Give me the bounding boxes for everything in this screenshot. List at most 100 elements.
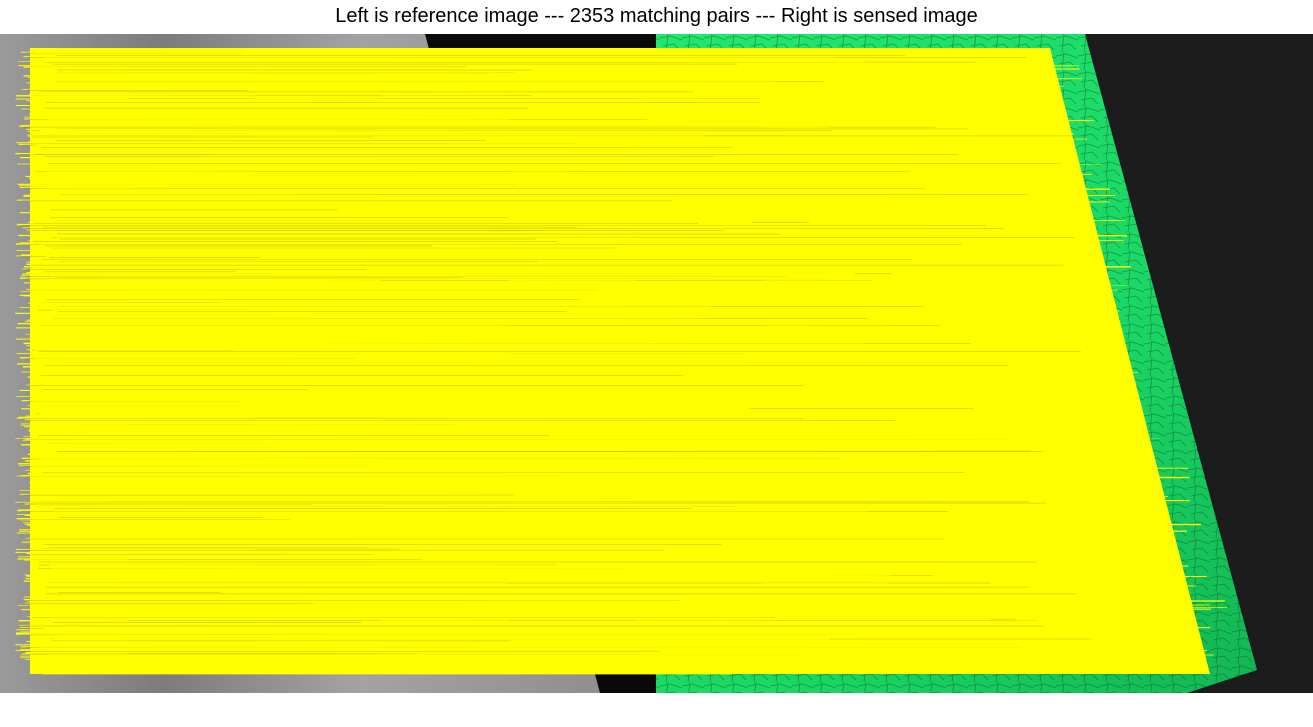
- match-line: [29, 113, 914, 116]
- match-line: [21, 474, 718, 477]
- match-line: [16, 223, 916, 226]
- match-line: [28, 430, 1117, 433]
- match-line: [43, 618, 991, 621]
- match-lines: [14, 48, 1228, 675]
- match-line: [27, 523, 1201, 526]
- match-line: [32, 114, 714, 117]
- match-line: [39, 270, 1032, 272]
- match-line: [28, 302, 899, 305]
- match-line: [46, 607, 1228, 609]
- match-line: [44, 256, 715, 259]
- match-line: [16, 417, 931, 420]
- match-line: [43, 137, 1054, 140]
- match-line: [49, 506, 969, 509]
- match-line: [15, 338, 886, 340]
- match-line: [25, 469, 777, 472]
- match-line: [15, 141, 723, 143]
- match-line: [46, 251, 741, 253]
- match-line: [32, 433, 1083, 436]
- match-line: [34, 563, 784, 566]
- match-line: [52, 309, 1120, 312]
- match-line: [31, 345, 702, 348]
- match-line: [20, 630, 1148, 633]
- match-line: [34, 120, 871, 122]
- match-line: [20, 657, 932, 659]
- match-line: [41, 462, 792, 464]
- match-line: [36, 467, 1189, 470]
- match-line: [23, 294, 827, 297]
- match-line: [14, 312, 947, 315]
- match-line-fill: [30, 48, 1210, 674]
- match-line: [33, 612, 832, 614]
- match-line: [21, 89, 956, 91]
- match-line: [29, 153, 881, 155]
- match-line: [25, 460, 1040, 463]
- match-line: [26, 641, 1168, 643]
- match-line: [15, 255, 1104, 257]
- match-line: [36, 610, 716, 613]
- match-line: [15, 327, 908, 329]
- match-line: [31, 207, 912, 210]
- match-line: [30, 445, 1014, 448]
- match-line: [47, 620, 1192, 623]
- match-line: [46, 636, 1200, 639]
- match-line: [35, 373, 936, 376]
- match-line: [20, 424, 732, 427]
- match-line: [21, 268, 876, 270]
- match-line: [32, 205, 798, 207]
- match-line: [50, 138, 1088, 140]
- match-line: [51, 594, 1130, 597]
- match-line: [24, 574, 744, 576]
- match-line: [18, 416, 902, 418]
- match-line: [19, 489, 862, 491]
- match-line: [22, 366, 943, 368]
- match-line: [36, 146, 801, 149]
- match-line: [52, 232, 848, 235]
- match-line: [35, 301, 983, 303]
- match-line: [30, 58, 754, 61]
- match-line: [42, 535, 933, 537]
- image-pair-canvas: [0, 34, 1313, 693]
- match-line: [29, 595, 811, 597]
- match-line: [49, 111, 805, 113]
- match-line: [41, 405, 726, 408]
- match-line: [54, 192, 877, 195]
- match-line: [49, 564, 1189, 567]
- match-line: [24, 523, 836, 525]
- match-line: [40, 505, 840, 507]
- match-line: [26, 263, 937, 265]
- match-line: [23, 342, 865, 345]
- figure-title: Left is reference image --- 2353 matchin…: [335, 5, 978, 27]
- match-line: [46, 246, 1089, 248]
- match-line: [31, 520, 1080, 523]
- match-line: [15, 242, 1046, 245]
- match-line: [35, 403, 779, 405]
- match-line: [21, 608, 1212, 611]
- match-line: [51, 367, 728, 370]
- match-line: [19, 528, 1036, 530]
- match-line: [31, 400, 856, 403]
- match-line: [32, 308, 1089, 311]
- match-line: [33, 500, 1190, 502]
- match-line: [36, 279, 1082, 282]
- match-line: [51, 449, 998, 452]
- match-line: [52, 329, 849, 331]
- match-line: [25, 333, 746, 336]
- match-line: [17, 557, 1014, 560]
- match-line: [38, 133, 1074, 135]
- image-pair-svg: [0, 34, 1313, 693]
- match-line: [29, 482, 919, 484]
- match-line: [50, 369, 717, 372]
- match-line: [44, 122, 873, 124]
- match-line: [39, 363, 900, 366]
- match-line: [16, 249, 723, 251]
- match-line: [25, 175, 787, 177]
- match-line: [44, 210, 720, 213]
- match-line: [23, 66, 921, 69]
- match-line: [21, 541, 888, 544]
- match-line: [53, 218, 823, 220]
- match-line: [43, 442, 995, 445]
- match-line: [21, 253, 782, 256]
- match-line: [43, 278, 899, 280]
